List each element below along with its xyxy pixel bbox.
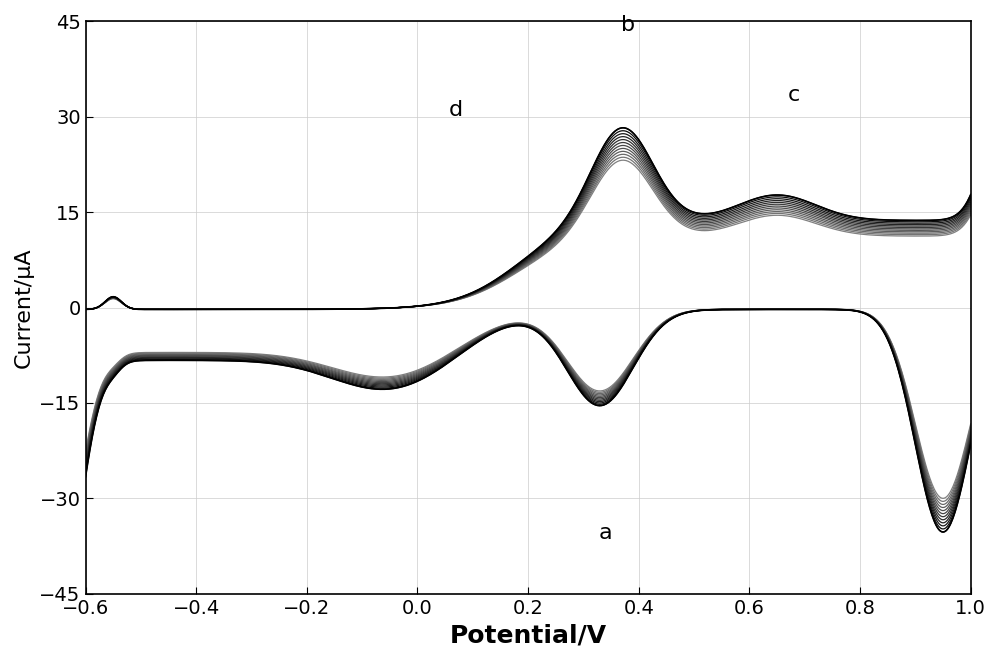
- Text: c: c: [788, 85, 800, 104]
- Text: a: a: [599, 524, 612, 543]
- Text: d: d: [449, 100, 463, 120]
- Text: b: b: [621, 15, 635, 34]
- Y-axis label: Current/μA: Current/μA: [14, 247, 34, 368]
- X-axis label: Potential/V: Potential/V: [450, 623, 607, 647]
